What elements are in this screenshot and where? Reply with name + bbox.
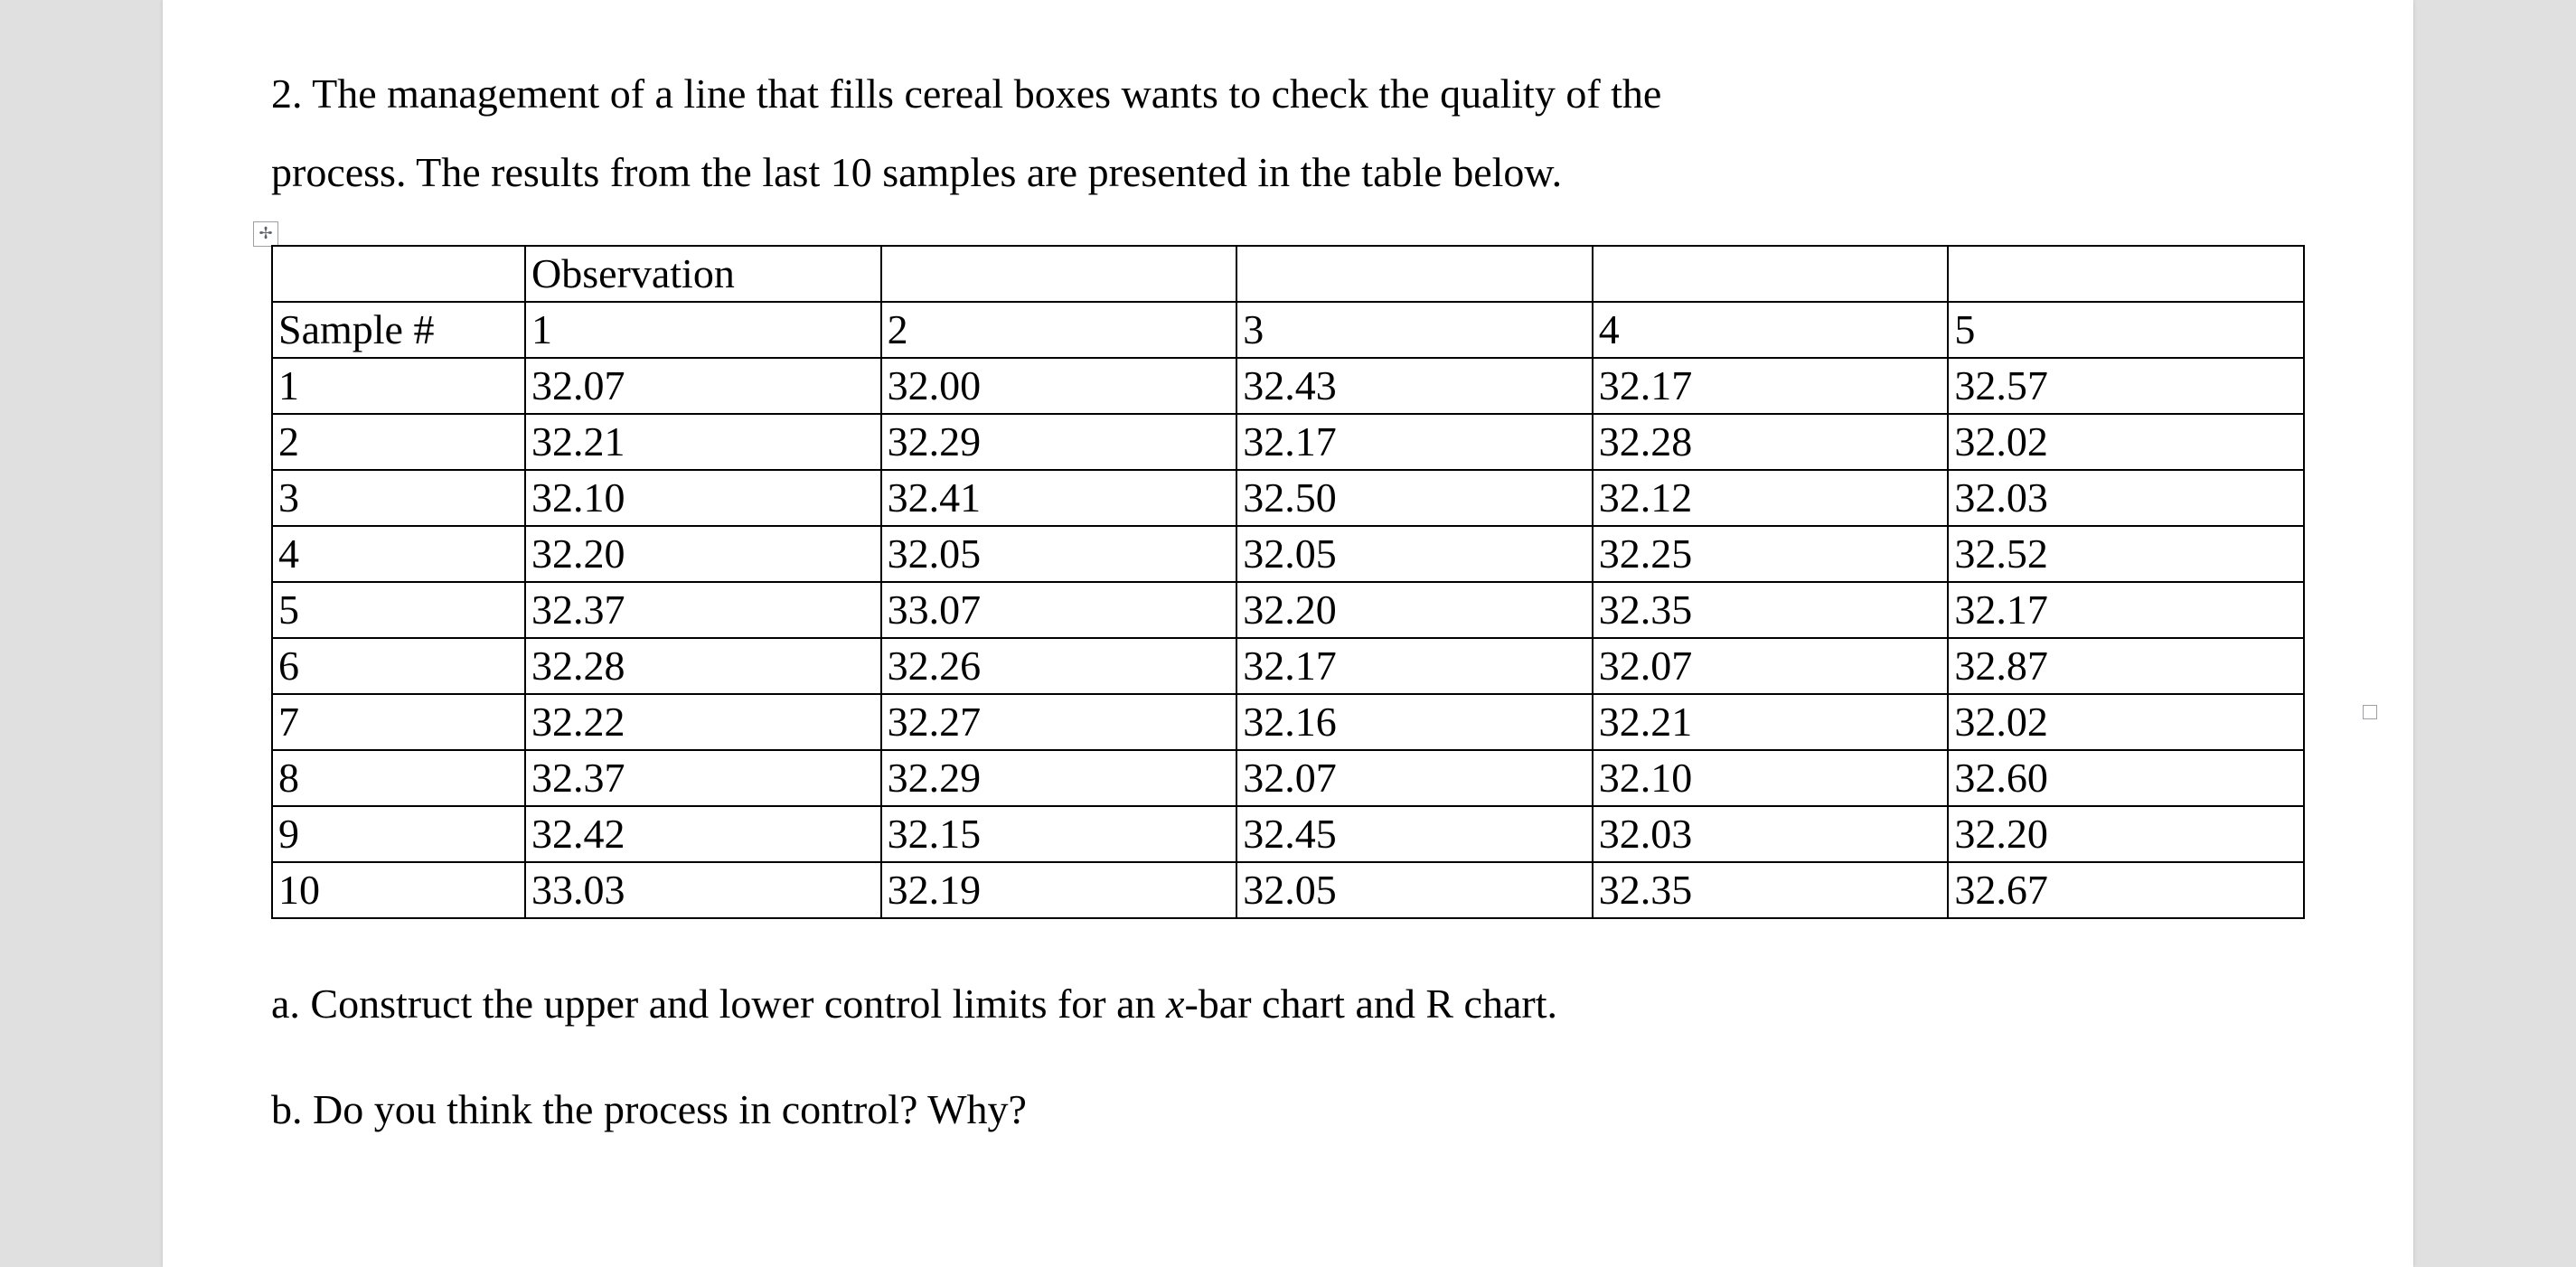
cell-observation-value: 32.03	[1948, 470, 2304, 526]
cell-observation-value: 32.17	[1593, 358, 1949, 414]
cell-observation-value: 32.17	[1236, 414, 1593, 470]
table-move-handle-icon[interactable]: ✢	[253, 221, 278, 247]
cell-sample-number: 1	[272, 358, 525, 414]
cell-obs-header: 5	[1948, 302, 2304, 358]
table-row: 632.2832.2632.1732.0732.87	[272, 638, 2304, 694]
cell-obs-header: 1	[525, 302, 881, 358]
cell-observation-value: 32.29	[881, 414, 1237, 470]
cell-observation-value: 32.41	[881, 470, 1237, 526]
document-page: 2. The management of a line that fills c…	[163, 0, 2413, 1267]
cell-observation-value: 32.20	[1948, 806, 2304, 862]
data-table: Observation Sample # 1 2 3 4 5 132.0732.…	[271, 245, 2305, 919]
table-row: 832.3732.2932.0732.1032.60	[272, 750, 2304, 806]
cell-observation-value: 32.05	[1236, 862, 1593, 918]
table-row: Observation	[272, 246, 2304, 302]
cell-observation-value: 32.05	[881, 526, 1237, 582]
table-row: 1033.0332.1932.0532.3532.67	[272, 862, 2304, 918]
cell-sample-number: 2	[272, 414, 525, 470]
table-row: 232.2132.2932.1732.2832.02	[272, 414, 2304, 470]
cell-sample-number: 10	[272, 862, 525, 918]
cell-observation-value: 32.21	[1593, 694, 1949, 750]
cell-observation-value: 32.60	[1948, 750, 2304, 806]
cell-observation-value: 32.07	[1236, 750, 1593, 806]
cell-observation-value: 33.03	[525, 862, 881, 918]
question-intro-line1: 2. The management of a line that fills c…	[271, 54, 2305, 133]
cell-observation-value: 32.07	[1593, 638, 1949, 694]
cell-observation-value: 32.52	[1948, 526, 2304, 582]
cell-observation-value: 32.02	[1948, 414, 2304, 470]
cell-observation-value: 32.12	[1593, 470, 1949, 526]
cell-observation-value: 32.28	[1593, 414, 1949, 470]
cell-sample-header: Sample #	[272, 302, 525, 358]
cell-observation-value: 32.00	[881, 358, 1237, 414]
cell-obs-header: 2	[881, 302, 1237, 358]
cell-observation-value: 32.17	[1948, 582, 2304, 638]
question-intro-line2: process. The results from the last 10 sa…	[271, 133, 2305, 211]
table-row: 532.3733.0732.2032.3532.17	[272, 582, 2304, 638]
cell-observation-value: 32.42	[525, 806, 881, 862]
cell-observation-value: 32.43	[1236, 358, 1593, 414]
cell-observation-value: 32.21	[525, 414, 881, 470]
sub-a-variable: x	[1166, 981, 1184, 1027]
cell-blank	[1948, 246, 2304, 302]
cell-observation-value: 32.10	[525, 470, 881, 526]
cell-obs-header: 3	[1236, 302, 1593, 358]
cell-observation-value: 32.37	[525, 750, 881, 806]
table-row: 732.2232.2732.1632.2132.02	[272, 694, 2304, 750]
sub-question-b: b. Do you think the process in control? …	[271, 1070, 2305, 1149]
cell-observation-value: 32.25	[1593, 526, 1949, 582]
cell-obs-header: 4	[1593, 302, 1949, 358]
cell-observation-value: 33.07	[881, 582, 1237, 638]
cell-observation-value: 32.19	[881, 862, 1237, 918]
cell-blank	[881, 246, 1237, 302]
cell-observation-value: 32.03	[1593, 806, 1949, 862]
cell-observation-value: 32.67	[1948, 862, 2304, 918]
cell-observation-value: 32.20	[525, 526, 881, 582]
table-row: 132.0732.0032.4332.1732.57	[272, 358, 2304, 414]
cell-observation-value: 32.35	[1593, 582, 1949, 638]
cell-observation-value: 32.37	[525, 582, 881, 638]
cell-observation-value: 32.16	[1236, 694, 1593, 750]
cell-observation-value: 32.07	[525, 358, 881, 414]
cell-sample-number: 7	[272, 694, 525, 750]
cell-sample-number: 4	[272, 526, 525, 582]
cell-sample-number: 6	[272, 638, 525, 694]
cell-sample-number: 8	[272, 750, 525, 806]
cell-observation-value: 32.22	[525, 694, 881, 750]
table-row: 432.2032.0532.0532.2532.52	[272, 526, 2304, 582]
cell-observation-value: 32.87	[1948, 638, 2304, 694]
cell-observation-value: 32.28	[525, 638, 881, 694]
cell-observation-value: 32.17	[1236, 638, 1593, 694]
sub-question-a: a. Construct the upper and lower control…	[271, 964, 2305, 1043]
sub-a-suffix: -bar chart and R chart.	[1184, 981, 1557, 1027]
cell-observation-label: Observation	[525, 246, 881, 302]
cell-observation-value: 32.57	[1948, 358, 2304, 414]
cell-observation-value: 32.35	[1593, 862, 1949, 918]
cell-observation-value: 32.27	[881, 694, 1237, 750]
table-row: 332.1032.4132.5032.1232.03	[272, 470, 2304, 526]
cell-observation-value: 32.26	[881, 638, 1237, 694]
table-resize-handle-icon[interactable]	[2363, 705, 2377, 719]
cell-observation-value: 32.10	[1593, 750, 1949, 806]
cell-observation-value: 32.02	[1948, 694, 2304, 750]
cell-blank	[272, 246, 525, 302]
cell-sample-number: 3	[272, 470, 525, 526]
cell-observation-value: 32.20	[1236, 582, 1593, 638]
cell-blank	[1236, 246, 1593, 302]
table-body: Observation Sample # 1 2 3 4 5 132.0732.…	[272, 246, 2304, 918]
cell-sample-number: 5	[272, 582, 525, 638]
cell-observation-value: 32.29	[881, 750, 1237, 806]
cell-observation-value: 32.45	[1236, 806, 1593, 862]
cell-sample-number: 9	[272, 806, 525, 862]
cell-blank	[1593, 246, 1949, 302]
cell-observation-value: 32.05	[1236, 526, 1593, 582]
table-row: 932.4232.1532.4532.0332.20	[272, 806, 2304, 862]
cell-observation-value: 32.50	[1236, 470, 1593, 526]
sub-a-prefix: a. Construct the upper and lower control…	[271, 981, 1166, 1027]
table-row: Sample # 1 2 3 4 5	[272, 302, 2304, 358]
cell-observation-value: 32.15	[881, 806, 1237, 862]
